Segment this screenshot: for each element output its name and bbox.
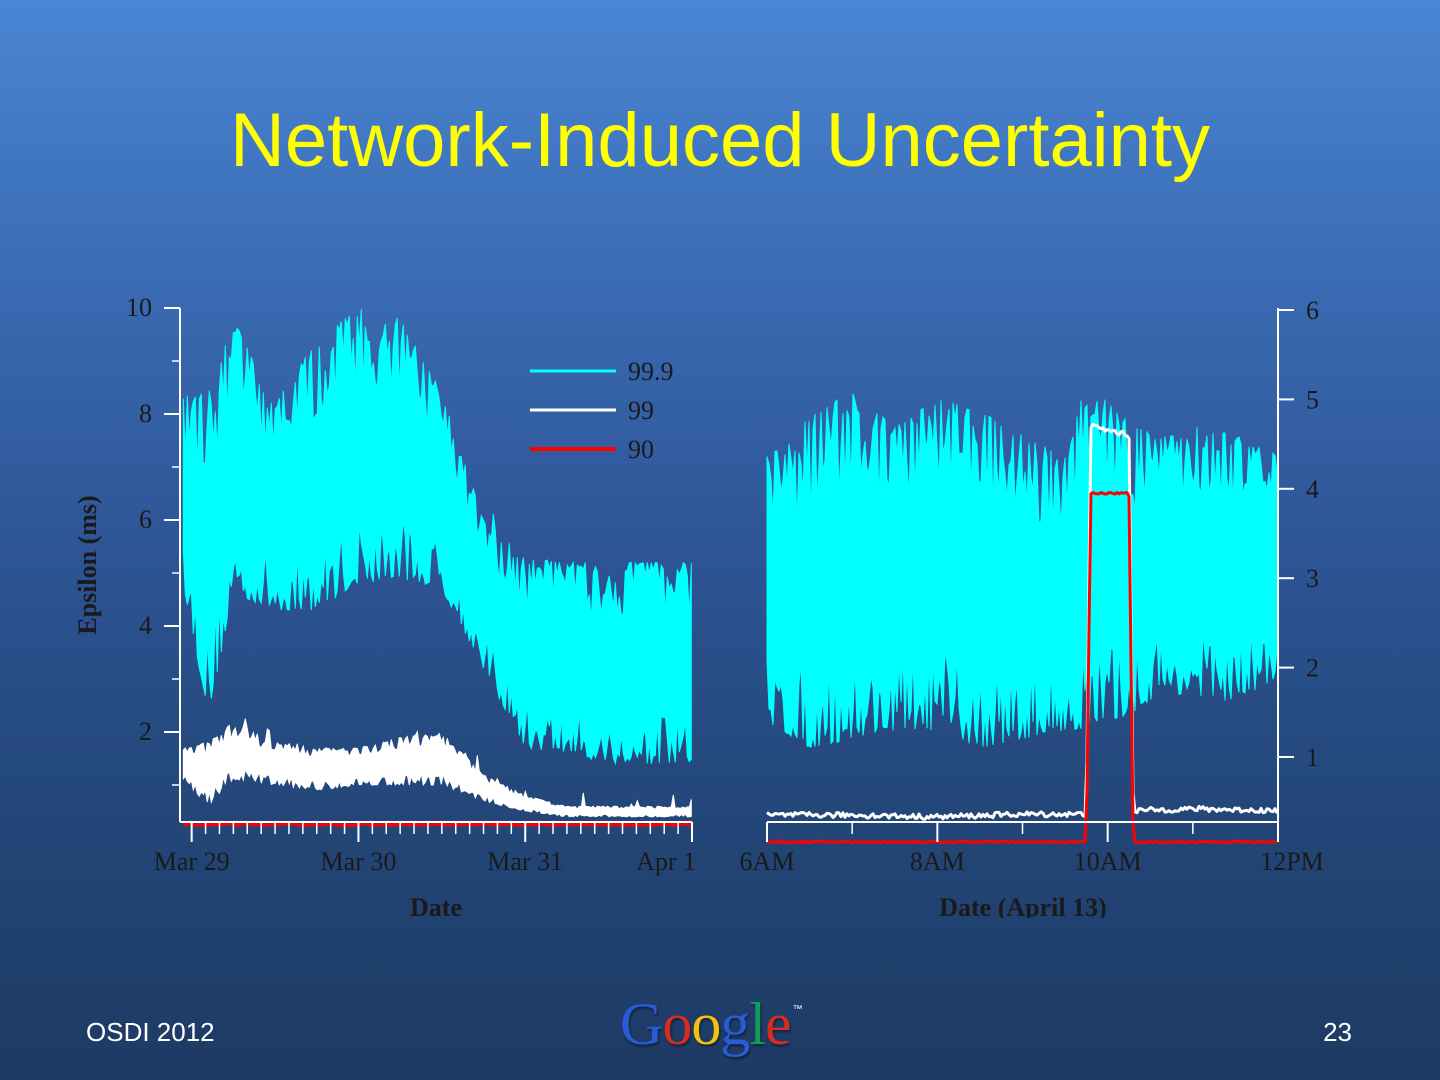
legend-label: 99.9: [628, 357, 674, 386]
logo-letter: e: [765, 991, 792, 1057]
right-y-tick-label: 5: [1306, 385, 1319, 414]
left-x-tick-label: Apr 1: [636, 847, 696, 876]
left-y-tick-label: 6: [139, 505, 152, 534]
trademark-symbol: ™: [792, 1004, 803, 1015]
slide-title: Network-Induced Uncertainty: [230, 98, 1210, 183]
google-logo: Google ™: [620, 990, 803, 1059]
right-y-tick-label: 4: [1306, 475, 1319, 504]
left-y-tick-label: 2: [139, 717, 152, 746]
google-logo-wordmark: Google: [620, 990, 792, 1059]
series-99-line: [766, 422, 1279, 821]
logo-letter: o: [662, 991, 692, 1057]
right-chart: 1 2 3 4 5 6 6AM 8AM 10AM 12PM Date (April 13): [740, 296, 1324, 922]
left-x-tick-label: Mar 31: [487, 847, 563, 876]
series-99-9-band: [766, 393, 1278, 749]
series-90-line: [766, 491, 1278, 845]
right-y-tick-label: 3: [1306, 564, 1319, 593]
series-99-band: [182, 718, 692, 818]
slide-page-number: 23: [1323, 1017, 1352, 1047]
left-x-tick-label: Mar 29: [154, 847, 230, 876]
right-y-tick-label: 2: [1306, 654, 1319, 683]
series-90-line: [183, 822, 692, 828]
footer-conference: OSDI 2012: [86, 1017, 215, 1047]
legend-label: 90: [628, 435, 654, 464]
logo-letter: o: [691, 991, 721, 1057]
left-x-axis-title: Date: [410, 893, 462, 922]
right-y-tick-label: 1: [1306, 743, 1319, 772]
logo-letter: g: [720, 991, 750, 1057]
right-x-tick-label: 12PM: [1260, 847, 1324, 876]
left-x-tick-label: Mar 30: [321, 847, 397, 876]
series-99-9-band: [182, 308, 692, 766]
logo-letter: l: [749, 991, 766, 1057]
right-x-tick-label: 8AM: [910, 847, 965, 876]
right-x-tick-label: 10AM: [1074, 847, 1142, 876]
left-y-tick-label: 10: [126, 293, 152, 322]
legend: 99.9 99 90: [530, 357, 674, 464]
left-y-tick-label: 8: [139, 399, 152, 428]
logo-letter: G: [620, 991, 663, 1057]
right-y-tick-label: 6: [1306, 296, 1319, 325]
left-y-axis-title: Epsilon (ms): [73, 495, 102, 634]
right-x-tick-label: 6AM: [740, 847, 795, 876]
right-x-axis-title: Date (April 13): [939, 893, 1107, 922]
left-y-tick-label: 4: [139, 611, 152, 640]
left-chart: 2 4 6 8 10 Mar 29 Mar 30 Mar 31 Apr 1 Date Epsilon…: [73, 293, 696, 922]
legend-label: 99: [628, 396, 654, 425]
